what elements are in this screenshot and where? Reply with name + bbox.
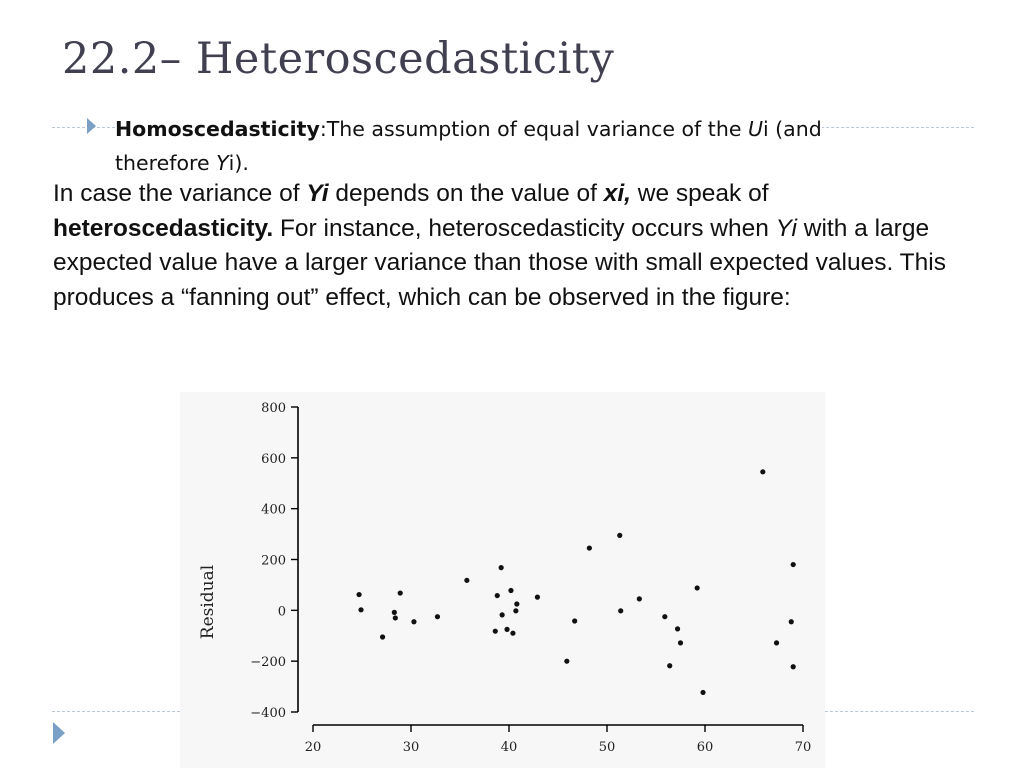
data-point bbox=[498, 565, 504, 571]
paragraph-text: In case the variance of bbox=[53, 180, 307, 207]
bullet-text: Homoscedasticity:The assumption of equal… bbox=[115, 112, 915, 180]
paragraph-yi: Yi bbox=[775, 214, 797, 242]
residual-scatter-plot: −400 −200 0 200 400 600 800 20 30 40 50 60 70 Residu… bbox=[198, 401, 812, 755]
data-point bbox=[662, 614, 668, 620]
data-point bbox=[494, 592, 500, 599]
data-point bbox=[694, 585, 700, 591]
slide-title: 22.2– Heteroscedasticity bbox=[62, 34, 615, 84]
paragraph-text: with a large expected value have a large… bbox=[53, 214, 946, 311]
data-point bbox=[674, 626, 681, 632]
data-point bbox=[391, 609, 397, 615]
bullet-term: Homoscedasticity bbox=[115, 117, 320, 141]
paragraph-text: For instance, heteroscedasticity occurs … bbox=[273, 214, 776, 242]
data-point bbox=[397, 590, 403, 596]
paragraph-yi: Yi bbox=[306, 180, 329, 207]
y-tick-label: 800 bbox=[261, 401, 286, 416]
data-point bbox=[510, 630, 516, 636]
bullet-text-part: i (and therefore bbox=[115, 117, 822, 175]
slide-nav-arrow-icon bbox=[53, 722, 65, 744]
data-point bbox=[586, 545, 592, 551]
data-point bbox=[379, 634, 386, 640]
y-tick-label: 400 bbox=[261, 503, 286, 518]
paragraph-text: we speak of bbox=[631, 180, 769, 207]
bullet-colon: : bbox=[319, 117, 327, 141]
data-point bbox=[514, 601, 520, 607]
residual-scatter-figure: −400 −200 0 200 400 600 800 20 30 40 50 60 70 Residu… bbox=[180, 392, 825, 768]
x-tick-label: 40 bbox=[501, 740, 518, 755]
y-tick-label: 600 bbox=[261, 452, 286, 467]
data-point bbox=[358, 607, 364, 613]
y-tick-label: −400 bbox=[250, 706, 286, 721]
data-point bbox=[773, 640, 780, 646]
data-point bbox=[572, 618, 578, 624]
data-point bbox=[618, 608, 624, 614]
paragraph-text: depends on the value of bbox=[328, 180, 604, 207]
x-tick-label: 20 bbox=[305, 740, 322, 755]
data-point bbox=[508, 587, 514, 594]
bottom-divider-left bbox=[52, 711, 180, 712]
body-paragraph: In case the variance of Yi depends on th… bbox=[53, 177, 973, 315]
y-tick-label: 0 bbox=[278, 604, 286, 619]
data-point bbox=[434, 614, 441, 620]
data-point bbox=[677, 640, 684, 646]
bullet-italic-y: Y bbox=[216, 151, 229, 175]
data-point bbox=[534, 594, 541, 600]
x-tick-label: 70 bbox=[795, 740, 812, 755]
data-point bbox=[790, 561, 796, 568]
data-point bbox=[667, 663, 673, 669]
data-point bbox=[464, 577, 470, 583]
data-point bbox=[636, 596, 642, 602]
data-point bbox=[392, 615, 398, 621]
y-tick-label: −200 bbox=[250, 655, 286, 670]
data-point bbox=[617, 532, 623, 538]
paragraph-xi: xi, bbox=[603, 180, 631, 207]
data-point bbox=[564, 658, 570, 664]
data-point bbox=[356, 591, 362, 598]
bullet-arrow-icon bbox=[87, 118, 96, 134]
bullet-text-part: i). bbox=[228, 151, 249, 175]
bullet-text-part: The assumption of equal variance of the bbox=[326, 117, 748, 141]
data-point bbox=[499, 612, 505, 618]
y-tick-label: 200 bbox=[261, 554, 286, 569]
x-tick-label: 30 bbox=[403, 740, 420, 755]
x-tick-label: 50 bbox=[599, 740, 616, 755]
bullet-italic-u: U bbox=[747, 117, 763, 141]
data-point bbox=[513, 608, 519, 614]
data-point bbox=[492, 628, 498, 634]
data-point bbox=[504, 626, 510, 632]
y-axis-label: Residual bbox=[198, 565, 218, 639]
data-point bbox=[788, 619, 794, 625]
data-point bbox=[760, 469, 766, 475]
data-point bbox=[411, 619, 417, 625]
bottom-divider-right bbox=[825, 711, 974, 712]
data-point bbox=[790, 664, 796, 670]
paragraph-heteroscedasticity: heteroscedasticity. bbox=[53, 214, 274, 242]
x-tick-label: 60 bbox=[697, 740, 714, 755]
data-point bbox=[700, 689, 706, 696]
